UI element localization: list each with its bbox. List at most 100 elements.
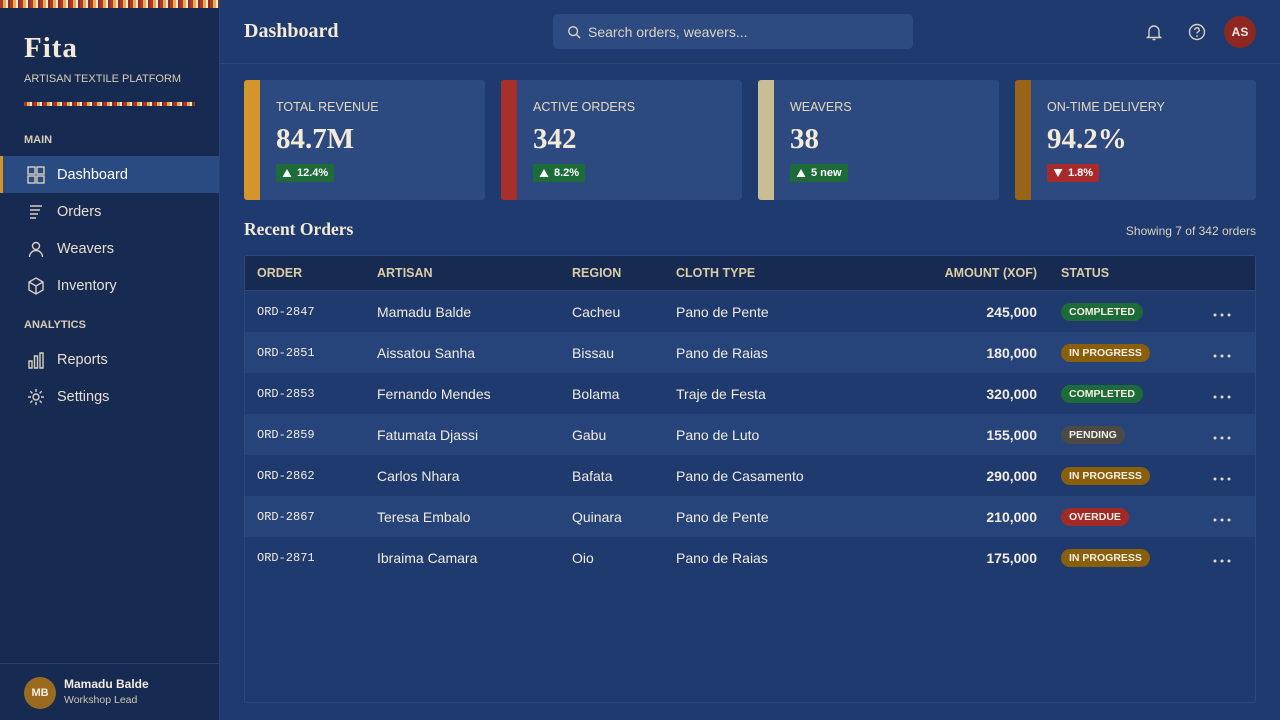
kpi-card: WEAVERS 38 5 new: [758, 80, 999, 200]
kpi-value: 94.2%: [1047, 123, 1127, 155]
region: Gabu: [572, 426, 607, 443]
tagline: ARTISAN TEXTILE PLATFORM: [24, 73, 182, 85]
artisan: Carlos Nhara: [377, 467, 460, 484]
artisan: Teresa Embalo: [377, 508, 471, 525]
nav-section-label: MAIN: [24, 134, 53, 146]
amount: 175,000: [986, 549, 1037, 566]
kpi-accent: [758, 80, 774, 200]
search-placeholder: Search orders, weavers...: [588, 23, 748, 40]
order-id: ORD-2867: [257, 509, 315, 524]
row-actions[interactable]: [1200, 386, 1243, 402]
nav-item[interactable]: Orders: [0, 193, 219, 230]
amount: 180,000: [986, 344, 1037, 361]
status-badge: PENDING: [1061, 426, 1125, 444]
cloth-type: Pano de Casamento: [676, 467, 804, 484]
nav-item-text: Settings: [57, 388, 110, 405]
artisan: Ibraima Camara: [377, 549, 478, 566]
notifications-button[interactable]: [1144, 22, 1164, 42]
kpi-change-text: 8.2%: [554, 167, 580, 179]
amount: 290,000: [986, 467, 1037, 484]
row-actions[interactable]: [1200, 509, 1243, 525]
nav-icon: [30, 204, 42, 219]
kpi-value: 38: [790, 123, 819, 155]
nav-item-text: Dashboard: [57, 166, 128, 183]
kpi-label: ON-TIME DELIVERY: [1047, 100, 1165, 114]
nav-item[interactable]: Reports: [0, 341, 219, 378]
user-role: Workshop Lead: [64, 694, 138, 706]
status-cell: OVERDUE: [1037, 507, 1200, 526]
region: Bissau: [572, 344, 615, 361]
cloth-type: Pano de Luto: [676, 426, 760, 443]
nav-section-label: ANALYTICS: [24, 319, 86, 331]
more-icon: [1213, 518, 1230, 521]
row-actions[interactable]: [1200, 304, 1243, 320]
cloth-type: Pano de Pente: [676, 303, 769, 320]
artisan: Mamadu Balde: [377, 303, 472, 320]
table-row: ORD-2871 Ibraima Camara Oio Pano de Raias 17…: [245, 537, 1255, 578]
column-header: REGION: [572, 266, 622, 280]
kpi-label: WEAVERS: [790, 100, 852, 114]
order-id: ORD-2847: [257, 304, 315, 319]
trend-arrow: [1053, 169, 1063, 177]
nav-item-text: Orders: [57, 203, 102, 220]
kpi-label: TOTAL REVENUE: [276, 100, 379, 114]
region: Cacheu: [572, 303, 621, 320]
row-actions[interactable]: [1200, 468, 1243, 484]
order-id: ORD-2862: [257, 468, 315, 483]
region: Quinara: [572, 508, 622, 525]
search-box[interactable]: Search orders, weavers...: [553, 14, 913, 49]
nav-item-text: Reports: [57, 351, 108, 368]
trend-arrow: [282, 169, 292, 177]
amount: 245,000: [986, 303, 1037, 320]
kpi-label: ACTIVE ORDERS: [533, 100, 636, 114]
status-cell: IN PROGRESS: [1037, 548, 1200, 567]
nav-item[interactable]: Dashboard: [0, 156, 219, 193]
status-cell: PENDING: [1037, 425, 1200, 444]
row-actions[interactable]: [1200, 345, 1243, 361]
table-row: ORD-2867 Teresa Embalo Quinara Pano de Pent…: [245, 496, 1255, 537]
sidebar: Fita ARTISAN TEXTILE PLATFORM MAIN Dashbo…: [0, 0, 220, 720]
kpi-card: TOTAL REVENUE 84.7M 12.4%: [244, 80, 485, 200]
status-cell: COMPLETED: [1037, 302, 1200, 321]
status-cell: IN PROGRESS: [1037, 343, 1200, 362]
column-header: STATUS: [1061, 266, 1110, 280]
cloth-type: Pano de Raias: [676, 344, 768, 361]
kpi-change: 5 new: [790, 164, 848, 182]
status-badge: IN PROGRESS: [1061, 467, 1150, 485]
artisan: Aissatou Sanha: [377, 344, 476, 361]
column-header: ORDER: [257, 266, 303, 280]
row-actions[interactable]: [1200, 550, 1243, 566]
status-badge: IN PROGRESS: [1061, 549, 1150, 567]
kpi-change: 12.4%: [276, 164, 335, 182]
table-row: ORD-2847 Mamadu Balde Cacheu Pano de Pente 2…: [245, 291, 1255, 332]
order-id: ORD-2871: [257, 550, 315, 565]
help-button[interactable]: [1187, 22, 1207, 42]
row-actions[interactable]: [1200, 427, 1243, 443]
status-cell: IN PROGRESS: [1037, 466, 1200, 485]
amount: 320,000: [986, 385, 1037, 402]
user-name: Mamadu Balde: [64, 677, 149, 691]
table-header: ORDER ARTISAN REGION CLOTH TYPE AMOUNT (XOF)…: [245, 256, 1255, 291]
table-row: ORD-2853 Fernando Mendes Bolama Traje de Fe…: [245, 373, 1255, 414]
region: Bafata: [572, 467, 613, 484]
kpi-change-text: 12.4%: [297, 167, 329, 179]
column-header: ARTISAN: [377, 266, 433, 280]
status-cell: COMPLETED: [1037, 384, 1200, 403]
user-avatar: MB: [24, 677, 56, 709]
user-card: MB Mamadu Balde Workshop Lead: [0, 663, 219, 720]
table-row: ORD-2859 Fatumata Djassi Gabu Pano de Luto 1…: [245, 414, 1255, 455]
artisan: Fernando Mendes: [377, 385, 491, 402]
nav-item[interactable]: Settings: [0, 378, 219, 415]
kpi-change-text: 5 new: [811, 167, 842, 179]
status-badge: IN PROGRESS: [1061, 344, 1150, 362]
nav-item[interactable]: Weavers: [0, 230, 219, 267]
account-avatar[interactable]: AS: [1224, 16, 1256, 48]
order-id: ORD-2859: [257, 427, 315, 442]
amount: 210,000: [986, 508, 1037, 525]
nav-item[interactable]: Inventory: [0, 267, 219, 304]
more-icon: [1213, 395, 1230, 398]
more-icon: [1213, 559, 1230, 562]
orders-summary: Showing 7 of 342 orders: [1125, 224, 1256, 238]
kpi-change-text: 1.8%: [1068, 167, 1094, 179]
